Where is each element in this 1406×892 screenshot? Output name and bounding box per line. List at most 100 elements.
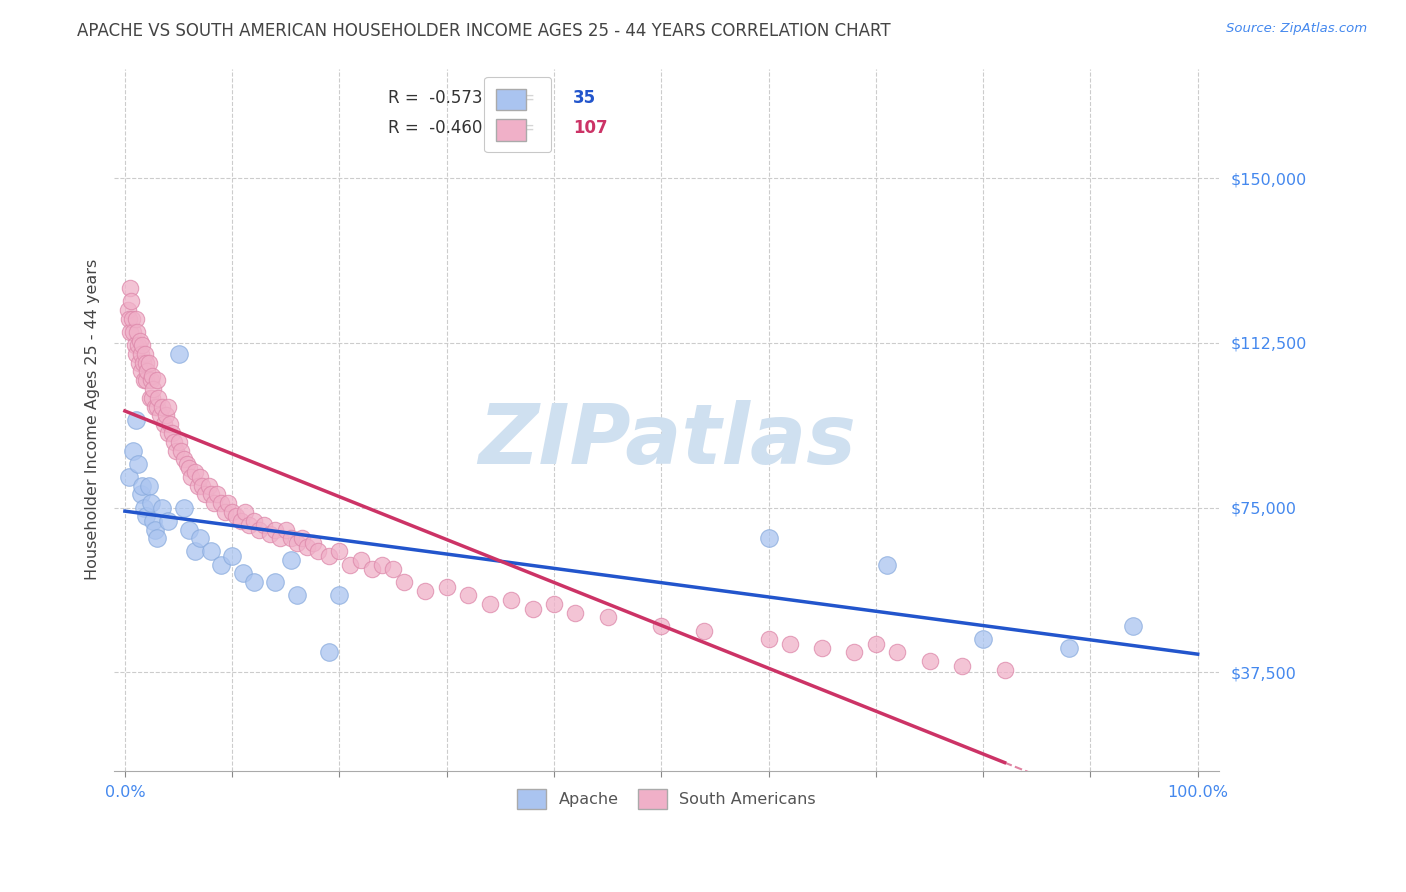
Point: [156, 514, 179, 528]
Point: [139, 496, 162, 510]
Point: [194, 487, 217, 501]
Point: [142, 382, 165, 396]
Point: [205, 487, 228, 501]
Point: [197, 478, 219, 492]
Point: [280, 553, 302, 567]
Point: [134, 373, 156, 387]
Legend: Apache, South Americans: Apache, South Americans: [510, 782, 823, 816]
Point: [127, 457, 149, 471]
Point: [149, 409, 172, 423]
Point: [229, 514, 252, 528]
Point: [118, 470, 141, 484]
Point: [307, 544, 329, 558]
Point: [413, 584, 436, 599]
Point: [188, 532, 211, 546]
Point: [886, 645, 908, 659]
Point: [156, 400, 179, 414]
Point: [994, 663, 1017, 677]
Point: [117, 303, 139, 318]
Point: [129, 364, 152, 378]
Point: [191, 478, 214, 492]
Point: [280, 532, 302, 546]
Point: [118, 311, 141, 326]
Point: [165, 443, 187, 458]
Point: [650, 619, 672, 633]
Text: Source: ZipAtlas.com: Source: ZipAtlas.com: [1226, 22, 1367, 36]
Point: [188, 470, 211, 484]
Text: 35: 35: [572, 89, 596, 107]
Point: [121, 311, 143, 326]
Point: [693, 624, 716, 638]
Point: [232, 566, 254, 581]
Point: [202, 496, 225, 510]
Point: [152, 417, 174, 432]
Point: [129, 347, 152, 361]
Point: [120, 294, 142, 309]
Text: APACHE VS SOUTH AMERICAN HOUSEHOLDER INCOME AGES 25 - 44 YEARS CORRELATION CHART: APACHE VS SOUTH AMERICAN HOUSEHOLDER INC…: [77, 22, 891, 40]
Point: [187, 478, 209, 492]
Point: [247, 523, 270, 537]
Point: [124, 311, 146, 326]
Point: [779, 637, 801, 651]
Point: [253, 518, 276, 533]
Point: [564, 606, 586, 620]
Point: [136, 364, 159, 378]
Point: [876, 558, 898, 572]
Point: [264, 575, 287, 590]
Point: [285, 588, 308, 602]
Point: [225, 509, 247, 524]
Point: [173, 500, 195, 515]
Point: [176, 457, 198, 471]
Point: [501, 592, 523, 607]
Point: [138, 478, 160, 492]
Point: [478, 597, 501, 611]
Point: [179, 461, 201, 475]
Point: [214, 505, 236, 519]
Point: [141, 391, 163, 405]
Point: [950, 658, 973, 673]
Point: [183, 544, 205, 558]
Point: [274, 523, 297, 537]
Point: [318, 645, 340, 659]
Point: [143, 400, 166, 414]
Point: [122, 325, 145, 339]
Point: [350, 553, 373, 567]
Point: [156, 425, 179, 440]
Point: [131, 338, 153, 352]
Point: [139, 373, 162, 387]
Text: R =  -0.460    N =: R = -0.460 N =: [388, 119, 540, 136]
Y-axis label: Householder Income Ages 25 - 44 years: Householder Income Ages 25 - 44 years: [86, 260, 100, 581]
Point: [179, 523, 201, 537]
Point: [522, 601, 544, 615]
Point: [131, 478, 153, 492]
Point: [141, 368, 163, 383]
Point: [152, 500, 174, 515]
Point: [844, 645, 866, 659]
Point: [120, 325, 142, 339]
Point: [758, 532, 780, 546]
Point: [167, 347, 190, 361]
Point: [543, 597, 565, 611]
Point: [124, 413, 146, 427]
Point: [163, 434, 186, 449]
Point: [120, 281, 142, 295]
Point: [596, 610, 619, 624]
Point: [146, 400, 169, 414]
Point: [285, 535, 308, 549]
Point: [129, 487, 152, 501]
Point: [135, 509, 157, 524]
Point: [328, 544, 350, 558]
Point: [200, 487, 222, 501]
Point: [392, 575, 415, 590]
Point: [221, 505, 243, 519]
Point: [173, 452, 195, 467]
Point: [170, 443, 193, 458]
Point: [200, 544, 222, 558]
Point: [242, 514, 264, 528]
Point: [155, 409, 177, 423]
Point: [134, 347, 156, 361]
Point: [1057, 641, 1080, 656]
Point: [183, 466, 205, 480]
Point: [146, 532, 169, 546]
Point: [972, 632, 994, 647]
